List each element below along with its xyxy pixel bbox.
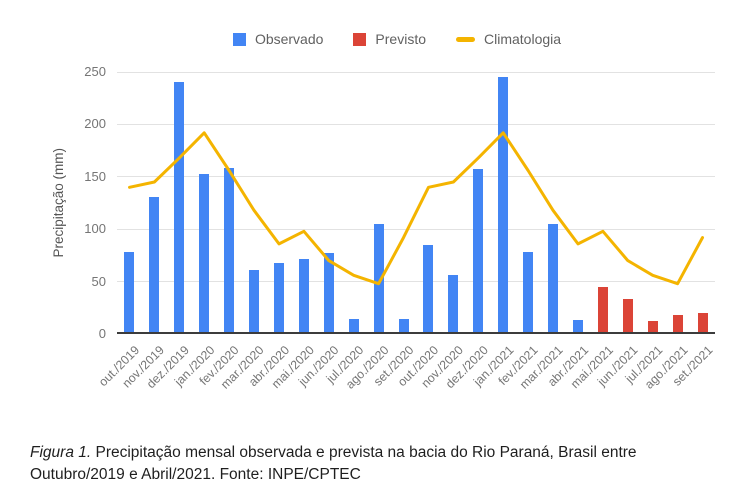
bar-previsto-jun-2021: [622, 299, 633, 334]
legend-label: Climatologia: [484, 31, 562, 47]
bar-observado-jun-2020: [323, 253, 334, 334]
bar-observado-fev-2021: [523, 252, 534, 334]
bar-previsto-ago-2021: [672, 315, 683, 334]
bar-observado-fev-2020: [224, 168, 235, 334]
bar-observado-jan-2021: [498, 77, 509, 334]
figure-caption-text: Precipitação mensal observada e prevista…: [30, 443, 637, 484]
bar-observado-jul-2020: [348, 319, 359, 334]
bar-observado-set-2020: [398, 319, 409, 334]
y-tick-label-200: 200: [84, 116, 106, 132]
bar-previsto-set-2021: [697, 313, 708, 334]
bar-observado-dez-2020: [473, 169, 484, 334]
y-axis-title: Precipitação (mm): [48, 72, 68, 334]
bar-previsto-mai-2021: [597, 286, 608, 334]
bar-observado-abr-2020: [273, 262, 284, 334]
bar-observado-out-2019: [124, 252, 135, 334]
legend-climatologia-line-icon: [456, 36, 475, 42]
gridline-250: [117, 71, 715, 73]
figure-caption-label: Figura 1.: [30, 443, 92, 461]
legend-item-climatologia: Climatologia: [456, 31, 561, 47]
bar-observado-abr-2021: [572, 320, 583, 334]
bar-observado-out-2020: [423, 244, 434, 334]
plot-area: 0 50 100 150 200 250 out./2019 nov./2019 dez./20…: [84, 64, 715, 392]
gridline-100: [117, 228, 715, 230]
bar-observado-mar-2020: [249, 270, 260, 334]
bar-observado-ago-2020: [373, 223, 384, 334]
bar-observado-nov-2019: [149, 196, 160, 334]
y-axis-title-text: Precipitação (mm): [50, 148, 66, 258]
gridline-200: [117, 123, 715, 125]
bar-observado-dez-2019: [174, 82, 185, 334]
bar-previsto-jul-2021: [647, 321, 658, 334]
gridline-50: [117, 281, 715, 283]
y-tick-label-150: 150: [84, 168, 106, 184]
y-tick-label-0: 0: [98, 326, 106, 341]
figure-caption: Figura 1. Precipitação mensal observada …: [30, 442, 685, 488]
bar-observado-mar-2021: [548, 223, 559, 334]
climatologia-polyline: [128, 131, 704, 286]
legend-observado-square-icon: [232, 32, 246, 46]
legend-label: Observado: [254, 31, 324, 47]
legend-previsto-square-icon: [353, 32, 367, 46]
legend-item-observado: Observado: [232, 31, 324, 47]
legend-label: Previsto: [375, 31, 426, 47]
bar-observado-jan-2020: [199, 173, 210, 334]
climatologia-line: [128, 131, 704, 286]
legend-item-previsto: Previsto: [353, 31, 426, 47]
y-tick-label-250: 250: [84, 64, 106, 79]
gridline-150: [117, 176, 715, 178]
bar-observado-mai-2020: [298, 258, 309, 334]
x-axis-baseline: [117, 332, 715, 334]
y-tick-label-50: 50: [91, 273, 106, 289]
y-tick-label-100: 100: [84, 221, 106, 237]
legend: Observado Previsto Climatologia: [0, 31, 754, 47]
bar-observado-nov-2020: [448, 275, 459, 334]
